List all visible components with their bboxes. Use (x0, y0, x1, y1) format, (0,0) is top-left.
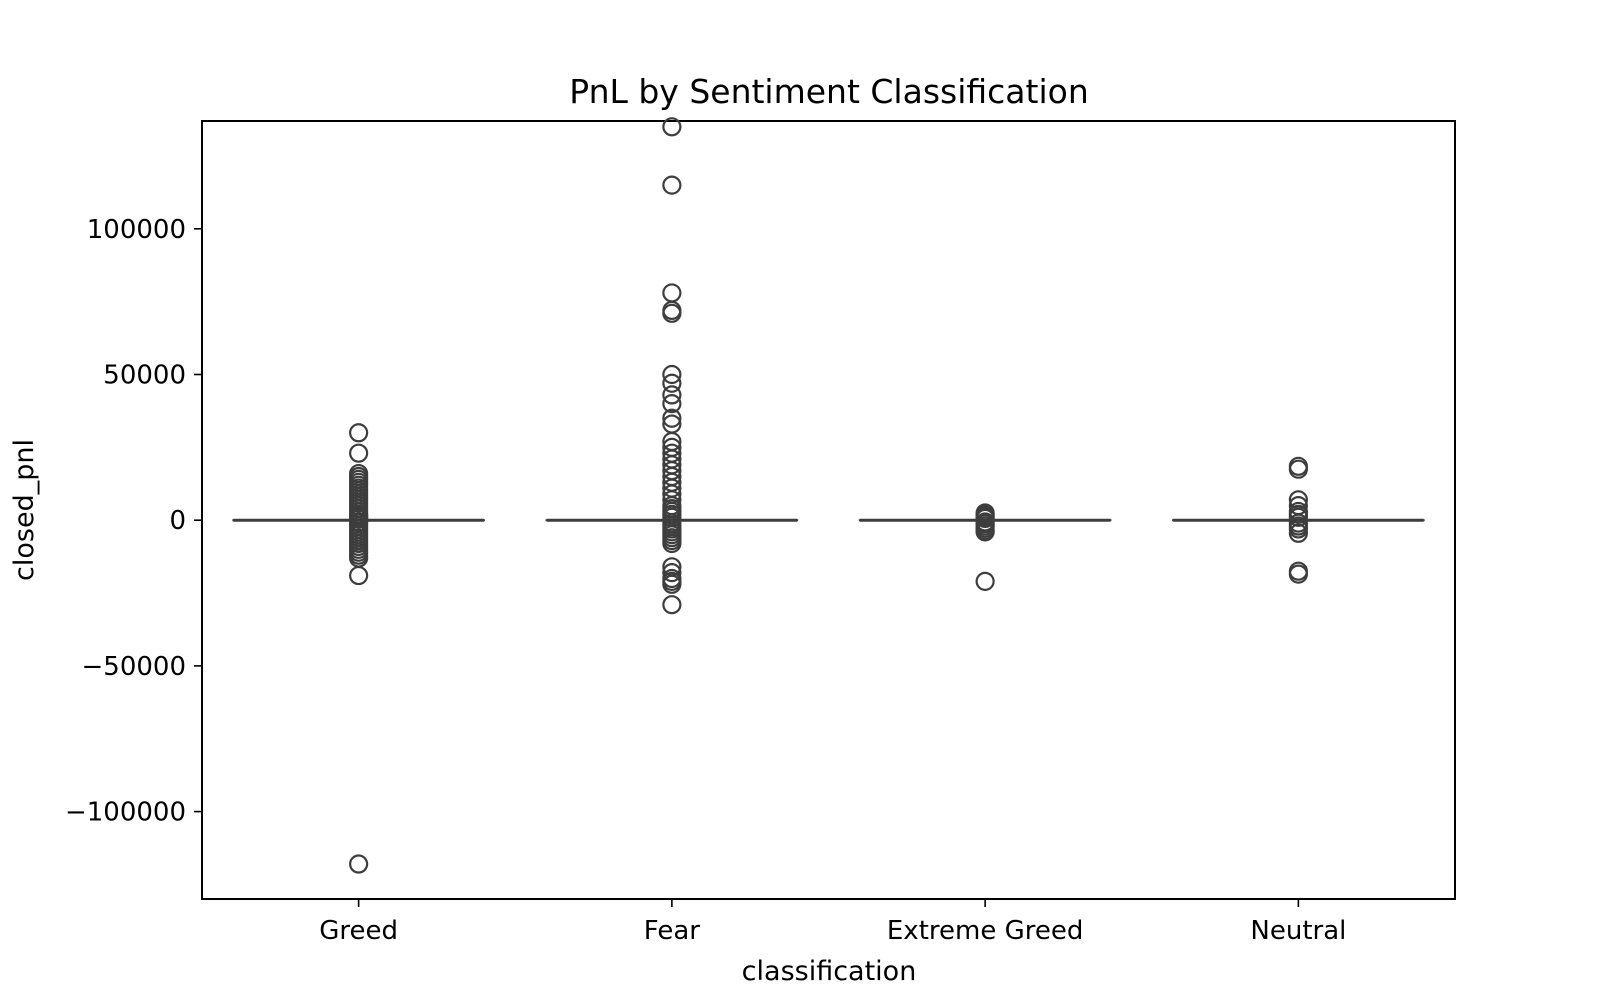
outlier-point (349, 565, 369, 586)
outlier-point (1288, 564, 1308, 584)
x-tick-label: Neutral (1250, 916, 1346, 946)
box-neutral (1172, 456, 1425, 584)
box-extreme-greed (858, 503, 1112, 591)
outlier-point (662, 303, 682, 323)
outlier-point (349, 854, 369, 874)
chart-title: PnL by Sentiment Classification (569, 72, 1089, 111)
outlier-point (662, 595, 682, 615)
outlier-point (975, 522, 995, 542)
outlier-point (349, 443, 369, 463)
boxes (232, 117, 1425, 874)
outlier-point (1288, 523, 1308, 543)
x-axis-label: classification (742, 956, 917, 987)
outlier-point (662, 364, 682, 385)
x-tick-label: Fear (644, 916, 700, 946)
x-tick-label: Greed (319, 916, 398, 946)
box-fear (545, 117, 799, 615)
y-tick-label: 0 (169, 506, 186, 536)
outlier-point (1288, 459, 1308, 479)
outlier-point (662, 533, 682, 554)
outlier-point (662, 175, 682, 195)
y-tick-label: −100000 (65, 798, 186, 828)
outlier-point (975, 571, 995, 591)
outlier-point (662, 385, 682, 405)
y-axis: −100000 −50000 0 50000 100000 (65, 215, 202, 828)
outlier-point (662, 408, 682, 428)
y-tick-label: 50000 (103, 361, 186, 391)
y-tick-label: −50000 (82, 652, 187, 682)
box-greed (232, 423, 485, 874)
plot-frame (201, 120, 1456, 900)
outlier-point (662, 563, 682, 583)
y-tick-label: 100000 (87, 215, 186, 245)
x-axis: Greed Fear Extreme Greed Neutral (319, 899, 1346, 946)
x-tick-label: Extreme Greed (887, 916, 1083, 946)
y-axis-label: closed_pnl (9, 439, 40, 581)
outlier-point (662, 394, 682, 414)
outlier-point (662, 574, 682, 594)
outlier-point (662, 373, 682, 393)
outlier-point (662, 283, 682, 303)
outlier-point (662, 117, 682, 137)
outlier-point (349, 423, 369, 443)
